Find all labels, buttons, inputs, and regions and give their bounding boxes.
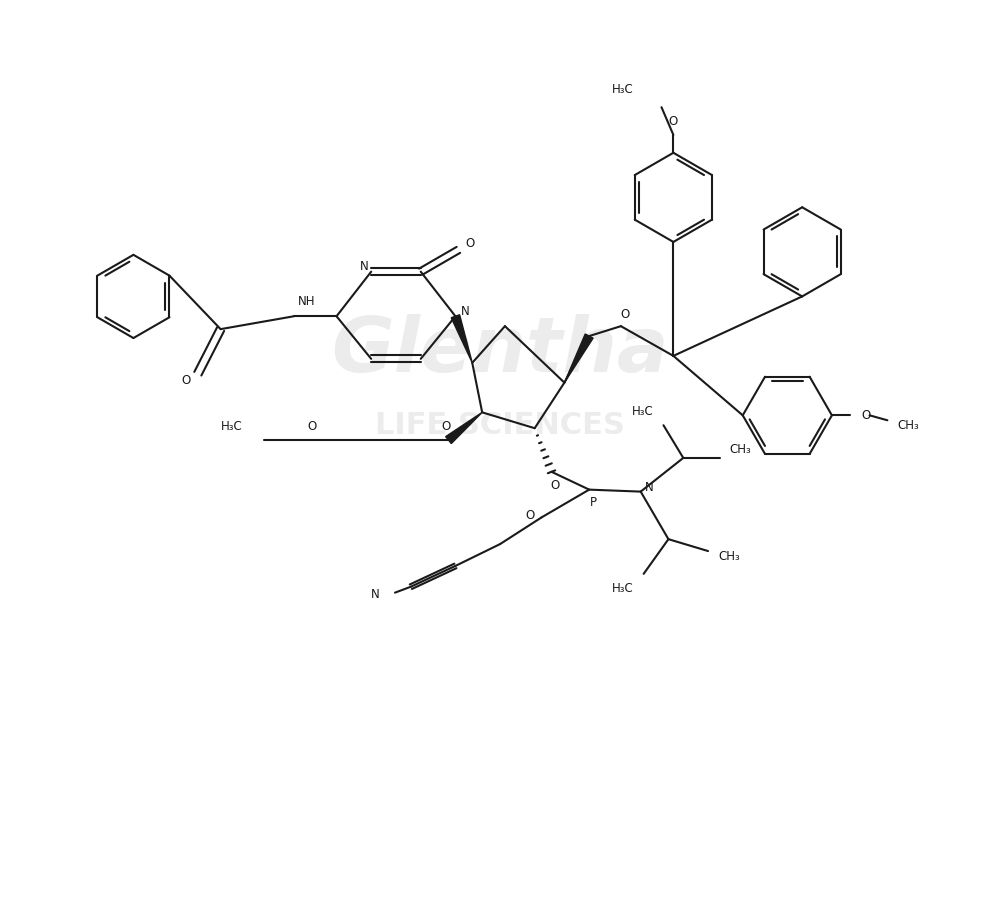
Polygon shape xyxy=(451,315,472,363)
Text: N: N xyxy=(645,482,653,494)
Text: O: O xyxy=(669,114,678,128)
Polygon shape xyxy=(446,412,482,444)
Text: H₃C: H₃C xyxy=(221,419,242,433)
Text: O: O xyxy=(466,238,475,250)
Text: O: O xyxy=(551,479,560,492)
Text: N: N xyxy=(461,305,470,318)
Text: O: O xyxy=(441,419,450,433)
Text: CH₃: CH₃ xyxy=(718,550,740,562)
Text: H₃C: H₃C xyxy=(612,582,634,595)
Text: O: O xyxy=(307,419,316,433)
Text: N: N xyxy=(371,588,380,601)
Text: H₃C: H₃C xyxy=(632,405,654,418)
Text: P: P xyxy=(590,496,597,509)
Text: O: O xyxy=(525,508,534,522)
Text: LIFE SCIENCES: LIFE SCIENCES xyxy=(375,410,625,440)
Text: O: O xyxy=(181,374,191,387)
Text: H₃C: H₃C xyxy=(612,83,634,96)
Text: CH₃: CH₃ xyxy=(897,418,919,432)
Text: O: O xyxy=(620,308,629,320)
Text: O: O xyxy=(862,409,871,422)
Polygon shape xyxy=(564,334,593,382)
Text: N: N xyxy=(360,260,369,274)
Text: Glentha: Glentha xyxy=(331,314,669,388)
Text: CH₃: CH₃ xyxy=(730,444,752,456)
Text: NH: NH xyxy=(298,295,315,308)
